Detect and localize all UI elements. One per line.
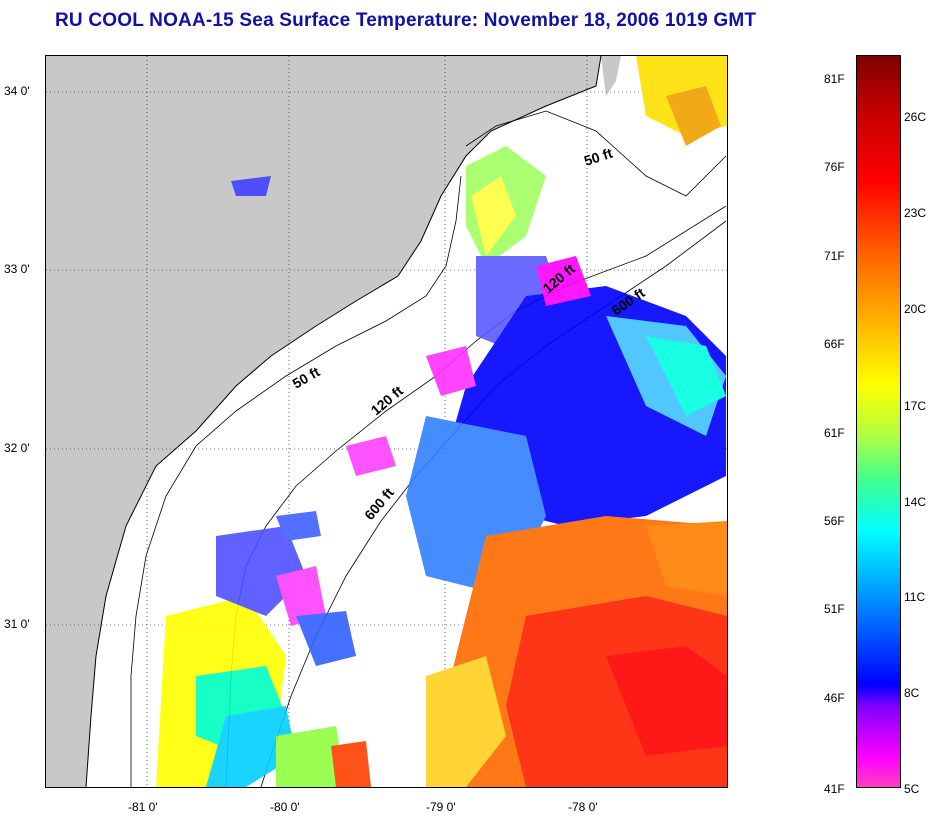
- lon-tick-81: -81 0': [128, 800, 158, 814]
- colorbar-c-5: 5C: [904, 782, 920, 796]
- colorbar-f-66: 66F: [824, 337, 845, 351]
- coastline: [85, 56, 602, 787]
- colorbar-f-76: 76F: [824, 160, 845, 174]
- lat-tick-32: 32 0': [4, 441, 30, 455]
- colorbar-c-20: 20C: [904, 302, 927, 316]
- lon-tick-80: -80 0': [270, 800, 300, 814]
- colorbar-c-26: 26C: [904, 110, 927, 124]
- colorbar-c-17: 17C: [904, 399, 927, 413]
- temperature-colorbar: [856, 55, 901, 788]
- colorbar-c-14: 14C: [904, 495, 927, 509]
- colorbar-f-71: 71F: [824, 249, 845, 263]
- lon-tick-78: -78 0': [568, 800, 598, 814]
- contour-label-120ft-south: 120 ft: [368, 382, 407, 418]
- colorbar-c-8: 8C: [904, 686, 920, 700]
- contour-label-600ft-south: 600 ft: [361, 484, 397, 523]
- lat-tick-31: 31 0': [4, 617, 30, 631]
- lon-tick-79: -79 0': [426, 800, 456, 814]
- lat-tick-34: 34 0': [4, 84, 30, 98]
- colorbar-f-41: 41F: [824, 782, 845, 796]
- lat-tick-33: 33 0': [4, 262, 30, 276]
- sst-map[interactable]: 50 ft 120 ft 600 ft 50 ft 120 ft 600 ft: [45, 55, 728, 788]
- colorbar-c-23: 23C: [904, 206, 927, 220]
- map-title: RU COOL NOAA-15 Sea Surface Temperature:…: [55, 10, 757, 31]
- colorbar-c-11: 11C: [904, 590, 926, 604]
- colorbar-f-56: 56F: [824, 514, 845, 528]
- contour-50ft: [130, 110, 727, 787]
- colorbar-f-61: 61F: [824, 426, 845, 440]
- sst-data: [156, 56, 727, 787]
- land-mass: [46, 56, 601, 787]
- colorbar-f-51: 51F: [824, 602, 845, 616]
- sst-map-canvas: 50 ft 120 ft 600 ft 50 ft 120 ft 600 ft: [46, 56, 727, 787]
- land-nc: [601, 56, 621, 96]
- colorbar-f-46: 46F: [824, 691, 845, 705]
- contour-label-50ft-south: 50 ft: [290, 363, 323, 391]
- colorbar-f-81: 81F: [824, 72, 845, 86]
